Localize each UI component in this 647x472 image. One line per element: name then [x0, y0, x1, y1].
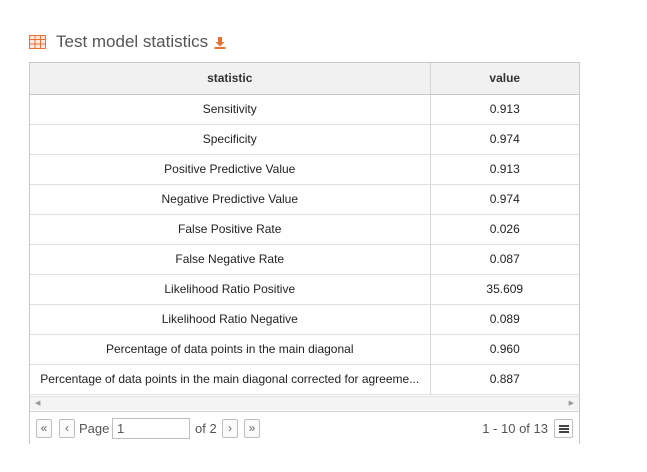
- table-row[interactable]: Percentage of data points in the main di…: [30, 364, 579, 395]
- page-label: Page: [79, 421, 110, 436]
- statistic-cell: Negative Predictive Value: [30, 184, 431, 215]
- table-icon: [29, 35, 46, 49]
- column-header-statistic[interactable]: statistic: [30, 63, 431, 95]
- scroll-left-icon[interactable]: ◀: [35, 400, 41, 407]
- statistic-cell: Specificity: [30, 124, 431, 155]
- value-cell: 0.913: [430, 94, 579, 125]
- download-icon[interactable]: [214, 35, 226, 49]
- table-row[interactable]: False Negative Rate 0.087: [30, 244, 579, 275]
- value-cell: 0.887: [430, 364, 579, 395]
- table-row[interactable]: Negative Predictive Value 0.974: [30, 184, 579, 215]
- value-cell: 0.026: [430, 214, 579, 245]
- table-row[interactable]: Specificity 0.974: [30, 124, 579, 155]
- scroll-right-icon[interactable]: ▶: [568, 400, 574, 407]
- statistic-cell: Likelihood Ratio Positive: [30, 274, 431, 305]
- column-header-value[interactable]: value: [430, 63, 579, 95]
- value-cell: 0.089: [430, 304, 579, 335]
- pagination-toolbar: « ‹ Page of 2 › » 1 - 10 of 13: [30, 411, 579, 444]
- statistic-cell: Positive Predictive Value: [30, 154, 431, 185]
- value-cell: 0.974: [430, 184, 579, 215]
- value-cell: 0.974: [430, 124, 579, 155]
- panel-header: Test model statistics: [29, 30, 226, 54]
- statistics-grid: statistic value Sensitivity 0.913 Specifi…: [29, 62, 580, 444]
- page-number-input[interactable]: [112, 418, 190, 439]
- statistic-cell: Percentage of data points in the main di…: [30, 364, 431, 395]
- table-row[interactable]: Positive Predictive Value 0.913: [30, 154, 579, 185]
- value-cell: 0.087: [430, 244, 579, 275]
- panel-title: Test model statistics: [56, 32, 209, 51]
- horizontal-scrollbar[interactable]: ◀ ▶: [30, 396, 579, 410]
- table-row[interactable]: Likelihood Ratio Negative 0.089: [30, 304, 579, 335]
- table-row[interactable]: False Positive Rate 0.026: [30, 214, 579, 245]
- statistic-cell: False Positive Rate: [30, 214, 431, 245]
- header-row: statistic value: [30, 63, 579, 95]
- value-cell: 0.960: [430, 334, 579, 365]
- statistic-cell: Sensitivity: [30, 94, 431, 125]
- statistics-table: statistic value Sensitivity 0.913 Specifi…: [30, 63, 579, 395]
- table-row[interactable]: Percentage of data points in the main di…: [30, 334, 579, 365]
- statistic-cell: False Negative Rate: [30, 244, 431, 275]
- prev-page-button[interactable]: ‹: [59, 419, 75, 438]
- value-cell: 0.913: [430, 154, 579, 185]
- value-cell: 35.609: [430, 274, 579, 305]
- menu-icon[interactable]: [554, 419, 573, 438]
- table-row[interactable]: Likelihood Ratio Positive 35.609: [30, 274, 579, 305]
- first-page-button[interactable]: «: [36, 419, 52, 438]
- next-page-button[interactable]: ›: [222, 419, 238, 438]
- last-page-button[interactable]: »: [244, 419, 260, 438]
- statistic-cell: Percentage of data points in the main di…: [30, 334, 431, 365]
- table-row[interactable]: Sensitivity 0.913: [30, 94, 579, 125]
- statistic-cell: Likelihood Ratio Negative: [30, 304, 431, 335]
- record-count-summary: 1 - 10 of 13: [482, 421, 548, 436]
- page-count-label: of 2: [195, 421, 217, 436]
